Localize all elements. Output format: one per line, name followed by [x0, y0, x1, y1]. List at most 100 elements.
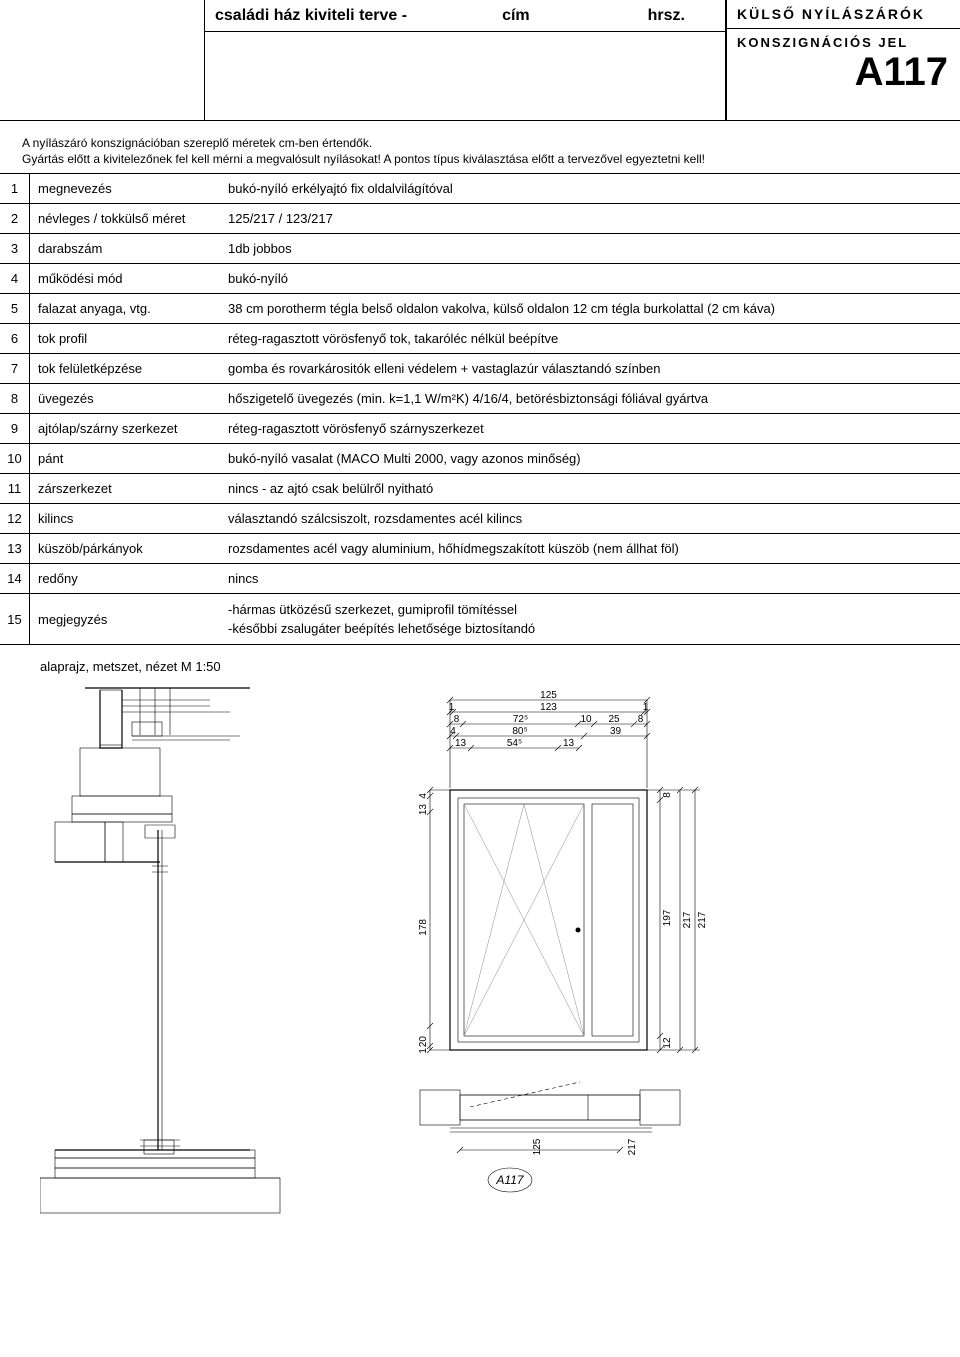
page: családi ház kiviteli terve - cím hrsz. K…: [0, 0, 960, 1260]
spec-row-value: rozsdamentes acél vagy aluminium, hőhídm…: [220, 534, 960, 563]
spec-row-number: 12: [0, 504, 30, 533]
spec-row: 11zárszerkezetnincs - az ajtó csak belül…: [0, 474, 960, 504]
svg-text:4: 4: [418, 793, 429, 799]
note-line-1: A nyílászáró konszignációban szereplő mé…: [22, 135, 950, 151]
header: családi ház kiviteli terve - cím hrsz. K…: [0, 0, 960, 121]
spec-row-number: 14: [0, 564, 30, 593]
spec-row-value: 125/217 / 123/217: [220, 204, 960, 233]
svg-text:10: 10: [580, 714, 592, 725]
spec-row-number: 5: [0, 294, 30, 323]
svg-text:125: 125: [532, 1139, 543, 1156]
spec-row-number: 13: [0, 534, 30, 563]
spec-row: 13küszöb/párkányokrozsdamentes acél vagy…: [0, 534, 960, 564]
spec-row-number: 11: [0, 474, 30, 503]
header-sheet-code: A117: [727, 50, 960, 98]
spec-row: 1megnevezésbukó-nyíló erkélyajtó fix old…: [0, 174, 960, 204]
spec-row-value: hőszigetelő üvegezés (min. k=1,1 W/m²K) …: [220, 384, 960, 413]
header-logo-cell: [0, 0, 205, 120]
spec-row-label: darabszám: [30, 234, 220, 263]
note-line-2: Gyártás előtt a kivitelezőnek fel kell m…: [22, 151, 950, 167]
spec-row: 14redőnynincs: [0, 564, 960, 594]
spec-row-label: falazat anyaga, vtg.: [30, 294, 220, 323]
svg-text:72⁵: 72⁵: [513, 714, 528, 725]
svg-text:8: 8: [662, 792, 673, 798]
spec-row-number: 2: [0, 204, 30, 233]
spec-row: 7tok felületképzésegomba és rovarkárosit…: [0, 354, 960, 384]
svg-text:54⁵: 54⁵: [507, 738, 522, 749]
spec-row-value: -hármas ütközésű szerkezet, gumiprofil t…: [220, 594, 960, 644]
drawings-area: 12511231872⁵10258480⁵391354⁵13 413178201: [0, 680, 960, 1260]
spec-row: 3darabszám1db jobbos: [0, 234, 960, 264]
spec-row-label: pánt: [30, 444, 220, 473]
spec-row-label: redőny: [30, 564, 220, 593]
svg-text:1: 1: [643, 702, 649, 713]
header-col-cim: cím: [502, 7, 530, 25]
svg-text:13: 13: [418, 804, 429, 816]
spec-row: 4működési módbukó-nyíló: [0, 264, 960, 294]
spec-row-number: 3: [0, 234, 30, 263]
spec-row-number: 9: [0, 414, 30, 443]
svg-text:13: 13: [563, 738, 575, 749]
spec-row-number: 1: [0, 174, 30, 203]
spec-row-label: megjegyzés: [30, 594, 220, 644]
spec-row-value: nincs: [220, 564, 960, 593]
elevation-drawing: 12511231872⁵10258480⁵391354⁵13 413178201: [360, 680, 760, 1220]
svg-text:178: 178: [418, 919, 429, 936]
spec-row-value: bukó-nyíló: [220, 264, 960, 293]
spec-row-value: gomba és rovarkárositók elleni védelem +…: [220, 354, 960, 383]
spec-row: 2névleges / tokkülső méret125/217 / 123/…: [0, 204, 960, 234]
spec-row-number: 10: [0, 444, 30, 473]
drawing-scale-label: alaprajz, metszet, nézet M 1:50: [0, 645, 960, 680]
spec-row-label: tok felületképzése: [30, 354, 220, 383]
svg-text:12: 12: [662, 1037, 673, 1049]
spec-row-number: 15: [0, 594, 30, 644]
spec-row: 12kilincsválasztandó szálcsiszolt, rozsd…: [0, 504, 960, 534]
svg-text:125: 125: [540, 690, 557, 701]
header-col-hrsz: hrsz.: [648, 7, 685, 25]
spec-row-number: 7: [0, 354, 30, 383]
svg-text:4: 4: [450, 726, 456, 737]
header-title-row: családi ház kiviteli terve - cím hrsz.: [205, 0, 725, 32]
section-drawing: [40, 680, 320, 1220]
svg-text:39: 39: [610, 726, 622, 737]
svg-text:A117: A117: [495, 1173, 524, 1187]
spec-row: 10pántbukó-nyíló vasalat (MACO Multi 200…: [0, 444, 960, 474]
spec-row-label: megnevezés: [30, 174, 220, 203]
spec-row-label: névleges / tokkülső méret: [30, 204, 220, 233]
svg-text:1: 1: [418, 1048, 429, 1054]
svg-text:25: 25: [608, 714, 620, 725]
spec-row-label: ajtólap/szárny szerkezet: [30, 414, 220, 443]
svg-text:20: 20: [418, 1036, 429, 1048]
spec-row-value: réteg-ragasztott vörösfenyő szárnyszerke…: [220, 414, 960, 443]
svg-text:217: 217: [627, 1139, 638, 1156]
spec-row-label: küszöb/párkányok: [30, 534, 220, 563]
spec-row-value: 1db jobbos: [220, 234, 960, 263]
spec-row-label: tok profil: [30, 324, 220, 353]
svg-text:13: 13: [455, 738, 467, 749]
spec-row-label: üvegezés: [30, 384, 220, 413]
header-middle: családi ház kiviteli terve - cím hrsz.: [205, 0, 725, 120]
spec-row: 6tok profilréteg-ragasztott vörösfenyő t…: [0, 324, 960, 354]
spec-row-value: réteg-ragasztott vörösfenyő tok, takaról…: [220, 324, 960, 353]
spec-row-label: zárszerkezet: [30, 474, 220, 503]
svg-text:8: 8: [638, 714, 644, 725]
svg-text:123: 123: [540, 702, 557, 713]
spec-row: 5falazat anyaga, vtg.38 cm porotherm tég…: [0, 294, 960, 324]
svg-text:217: 217: [697, 912, 708, 929]
header-category: KÜLSŐ NYÍLÁSZÁRÓK: [727, 0, 960, 29]
spec-row-label: működési mód: [30, 264, 220, 293]
spec-row: 15megjegyzés-hármas ütközésű szerkezet, …: [0, 594, 960, 645]
project-title: családi ház kiviteli terve -: [215, 7, 407, 25]
header-right: KÜLSŐ NYÍLÁSZÁRÓK KONSZIGNÁCIÓS JEL A117: [725, 0, 960, 120]
spec-row-value: választandó szálcsiszolt, rozsdamentes a…: [220, 504, 960, 533]
svg-text:80⁵: 80⁵: [512, 726, 527, 737]
spec-table: 1megnevezésbukó-nyíló erkélyajtó fix old…: [0, 173, 960, 645]
spec-row-value: nincs - az ajtó csak belülről nyitható: [220, 474, 960, 503]
svg-text:197: 197: [662, 910, 673, 927]
notes: A nyílászáró konszignációban szereplő mé…: [0, 121, 960, 173]
spec-row-number: 6: [0, 324, 30, 353]
spec-row-label: kilincs: [30, 504, 220, 533]
spec-row: 9ajtólap/szárny szerkezetréteg-ragasztot…: [0, 414, 960, 444]
spec-row-number: 4: [0, 264, 30, 293]
svg-text:8: 8: [454, 714, 460, 725]
